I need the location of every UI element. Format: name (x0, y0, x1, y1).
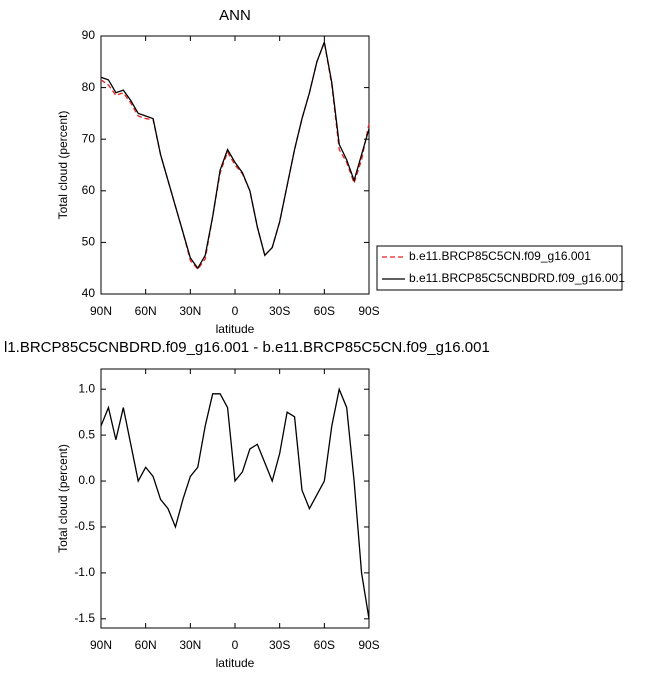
x-tick-label: 60N (135, 638, 157, 652)
x-tick-label: 30N (179, 638, 201, 652)
x-tick-label: 60S (314, 638, 335, 652)
x-tick-label: 30N (179, 304, 201, 318)
x-axis-label: latitude (216, 322, 255, 336)
legend-label: b.e11.BRCP85C5CNBDRD.f09_g16.001 (409, 271, 625, 285)
x-tick-label: 90N (90, 638, 112, 652)
y-tick-label: 50 (82, 235, 96, 249)
x-tick-label: 30S (269, 638, 290, 652)
plot-frame (100, 368, 370, 629)
series-line (100, 39, 370, 270)
legend-label: b.e11.BRCP85C5CN.f09_g16.001 (409, 249, 591, 263)
x-tick-label: 90N (90, 304, 112, 318)
y-tick-label: -1.0 (74, 565, 95, 579)
y-tick-label: -1.5 (74, 611, 95, 625)
y-axis-label: Total cloud (percent) (56, 111, 70, 220)
y-tick-label: 70 (82, 131, 96, 145)
x-tick-label: 90S (358, 304, 379, 318)
y-tick-label: 60 (82, 183, 96, 197)
y-tick-label: 90 (82, 28, 96, 42)
y-tick-label: 40 (82, 286, 96, 300)
x-tick-label: 0 (232, 304, 239, 318)
y-tick-label: 1.0 (78, 381, 95, 395)
legend-box (376, 245, 623, 291)
chart-title: ANN (219, 7, 251, 24)
y-tick-label: 80 (82, 80, 96, 94)
x-tick-label: 60N (135, 304, 157, 318)
chart-title: l1.BRCP85C5CNBDRD.f09_g16.001 - b.e11.BR… (4, 339, 490, 356)
series-line (100, 386, 370, 619)
y-tick-label: 0.0 (78, 473, 95, 487)
y-tick-label: -0.5 (74, 519, 95, 533)
x-axis-label: latitude (216, 656, 255, 670)
x-tick-label: 30S (269, 304, 290, 318)
x-tick-label: 60S (314, 304, 335, 318)
x-tick-label: 0 (232, 638, 239, 652)
x-tick-label: 90S (358, 638, 379, 652)
y-axis-label: Total cloud (percent) (56, 444, 70, 553)
plot-frame (100, 35, 370, 295)
y-tick-label: 0.5 (78, 427, 95, 441)
series-line (100, 39, 370, 271)
